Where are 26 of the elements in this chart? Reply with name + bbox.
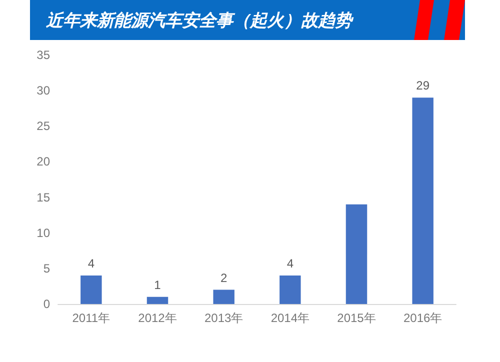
y-tick-label: 20 — [36, 154, 50, 169]
y-tick-label: 15 — [36, 190, 50, 204]
data-label: 29 — [416, 78, 430, 93]
x-tick-label: 2014年 — [270, 311, 310, 325]
bar — [80, 276, 102, 304]
y-tick-label: 35 — [36, 48, 50, 62]
bar — [280, 276, 301, 304]
data-label: 4 — [286, 256, 294, 271]
y-tick-label: 5 — [43, 261, 50, 276]
bar — [346, 204, 368, 304]
data-label: 1 — [154, 278, 162, 292]
chart-title: 近年来新能源汽车安全事（起火）故趋势 — [46, 10, 352, 32]
y-tick-label: 0 — [43, 297, 50, 311]
x-tick-label: 2015年 — [337, 311, 376, 325]
data-label: 2 — [220, 270, 228, 285]
bar — [146, 296, 168, 304]
x-tick-label: 2011年 — [72, 311, 110, 325]
bar — [412, 98, 434, 304]
x-tick-label: 2016年 — [403, 311, 442, 325]
data-label: 4 — [88, 256, 95, 271]
y-tick-label: 30 — [36, 84, 50, 98]
x-tick-label: 2013年 — [204, 311, 244, 325]
x-tick-label: 2012年 — [138, 311, 177, 325]
y-tick-label: 25 — [36, 119, 50, 134]
y-tick-label: 10 — [36, 226, 50, 240]
bar — [213, 290, 234, 304]
